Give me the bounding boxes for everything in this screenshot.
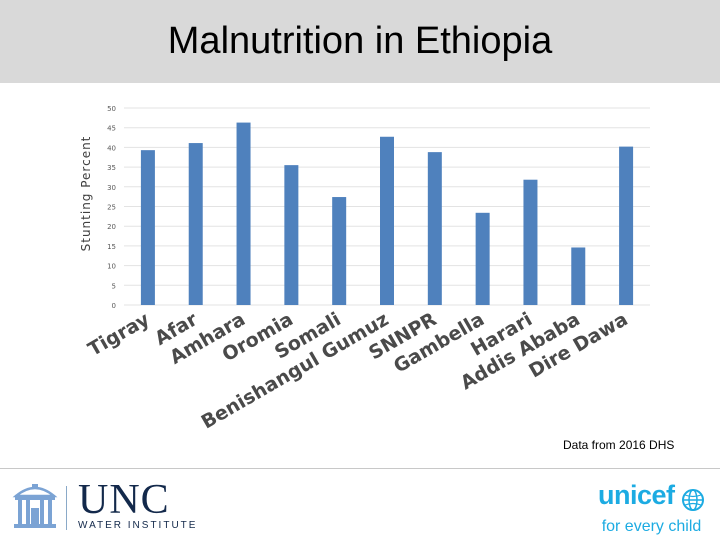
bar (284, 165, 299, 305)
bar (188, 143, 203, 305)
old-well-icon (12, 484, 58, 528)
bar (571, 247, 586, 305)
x-tick-label: Tigray (84, 308, 154, 361)
unicef-globe-icon (681, 488, 704, 511)
y-tick-label: 0 (112, 302, 116, 310)
bar (523, 179, 538, 305)
bar (475, 212, 490, 305)
page-title: Malnutrition in Ethiopia (167, 20, 553, 62)
y-tick-label: 5 (112, 282, 116, 290)
y-tick-label: 15 (107, 243, 116, 251)
y-tick-label: 40 (107, 144, 116, 152)
bar (380, 136, 394, 305)
bar (140, 150, 155, 305)
y-axis-title: Stunting Percent (79, 136, 93, 252)
unicef-tagline: for every child (601, 517, 702, 535)
y-tick-label: 25 (107, 204, 116, 212)
bar (427, 152, 442, 305)
unicef-name: unicef (598, 480, 675, 510)
title-banner (0, 0, 720, 83)
bar (332, 197, 347, 305)
unicef-logo: unicef for every child (598, 480, 705, 536)
bar (236, 122, 251, 305)
logo-divider (66, 486, 67, 530)
source-note: Data from 2016 DHS (563, 438, 675, 452)
y-tick-label: 50 (107, 105, 116, 113)
unc-name: UNC (78, 477, 170, 523)
y-tick-label: 30 (107, 184, 116, 192)
y-tick-label: 10 (107, 263, 116, 271)
bar (619, 146, 634, 305)
unc-subtitle: WATER INSTITUTE (78, 520, 198, 531)
y-tick-label: 35 (107, 164, 116, 172)
footer-divider (0, 468, 720, 469)
y-tick-label: 20 (107, 223, 116, 231)
unc-logo: UNC WATER INSTITUTE (78, 477, 198, 531)
bar-chart: 0 5 10 15 20 25 30 35 40 45 50 Stunting Percent Tigr… (79, 105, 650, 434)
y-tick-label: 45 (107, 125, 116, 133)
